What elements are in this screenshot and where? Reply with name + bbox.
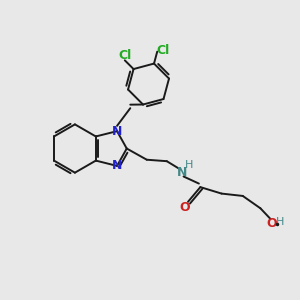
Text: N: N — [177, 166, 187, 179]
Text: H: H — [276, 218, 285, 227]
Text: O: O — [179, 201, 190, 214]
Text: Cl: Cl — [156, 44, 169, 57]
Text: Cl: Cl — [118, 49, 131, 62]
Text: H: H — [184, 160, 193, 170]
Text: O: O — [266, 217, 277, 230]
Text: N: N — [112, 125, 122, 138]
Text: N: N — [112, 159, 122, 172]
